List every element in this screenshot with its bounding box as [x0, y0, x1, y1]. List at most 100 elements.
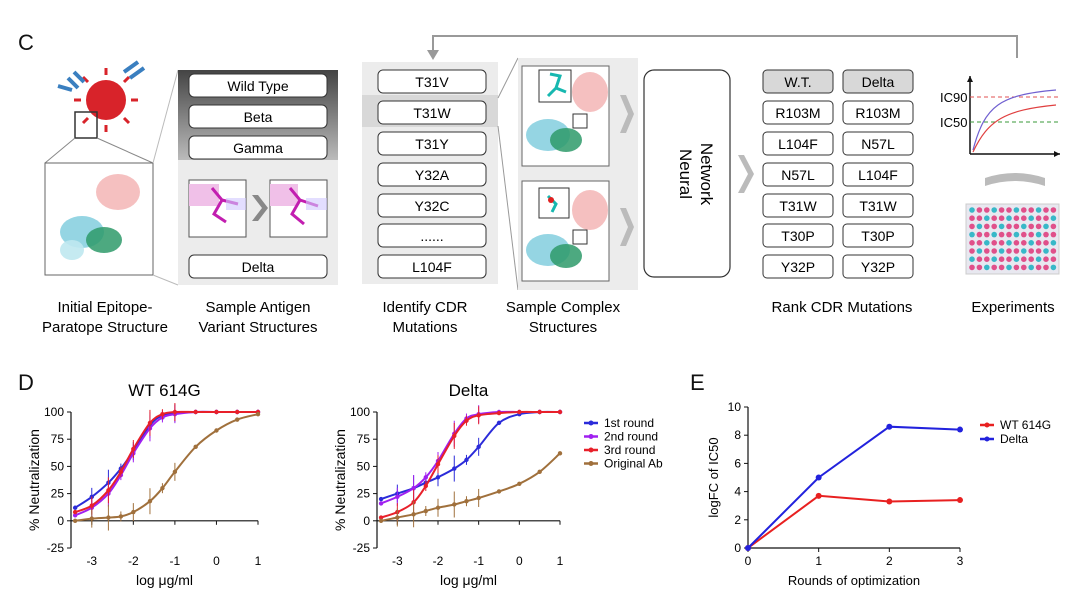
well	[1028, 207, 1034, 213]
ic50-label: IC50	[940, 115, 967, 130]
well	[1035, 223, 1042, 230]
legend-label: Delta	[1000, 432, 1028, 446]
y-tick-label: 50	[357, 459, 371, 473]
y-tick-label: 100	[350, 405, 370, 419]
x-tick-label: -1	[170, 554, 181, 568]
x-tick-label: 0	[745, 554, 752, 568]
well	[1050, 240, 1057, 246]
well	[969, 248, 975, 254]
data-point	[452, 502, 457, 507]
y-tick-label: 2	[734, 513, 741, 527]
data-point	[435, 505, 441, 510]
well	[1028, 264, 1034, 271]
zoom-line-variant-top	[152, 69, 179, 164]
well	[998, 248, 1005, 254]
caption-antigen-line1: Sample Antigen	[205, 299, 310, 316]
well	[984, 215, 990, 221]
variant-label: Gamma	[233, 140, 283, 156]
series-line	[74, 410, 258, 514]
rank-box	[762, 254, 834, 279]
well	[976, 215, 983, 221]
data-point	[435, 462, 441, 467]
data-point	[193, 409, 198, 415]
well	[1035, 256, 1042, 263]
well	[984, 248, 990, 254]
y-tick-label: 0	[363, 514, 370, 528]
well	[1013, 215, 1020, 221]
well	[1043, 248, 1049, 254]
well	[991, 240, 997, 246]
variant-label: Beta	[244, 109, 273, 125]
well	[998, 256, 1005, 263]
well	[1006, 240, 1012, 246]
data-point	[235, 417, 240, 422]
experiment-arrow	[985, 173, 1045, 186]
well	[1006, 207, 1012, 213]
rank-box	[762, 223, 834, 248]
rank-label: L104F	[778, 136, 818, 152]
data-point	[464, 418, 469, 423]
well	[1021, 223, 1027, 230]
well	[998, 215, 1005, 221]
rank-box	[842, 100, 914, 125]
rank-table: W.T. Delta R103M L104F N57L T31W T30P Y32P R103M…	[762, 69, 914, 279]
well	[1021, 215, 1027, 221]
chart-title: WT 614G	[128, 381, 200, 400]
caption-complex-line2: Structures	[529, 319, 597, 336]
x-tick-label: 1	[557, 554, 564, 568]
data-point	[214, 428, 219, 433]
well	[976, 240, 983, 246]
y-tick-label: 100	[44, 405, 64, 419]
data-point	[72, 509, 78, 515]
rank-header-box	[842, 69, 914, 94]
well	[1035, 215, 1042, 221]
y-tick-label: 50	[51, 459, 65, 473]
mutation-list: T31V T31W T31Y Y32A Y32C...... L104F	[377, 69, 487, 279]
y-tick-label: 25	[51, 487, 65, 501]
x-tick-label: -3	[392, 554, 403, 568]
data-point	[886, 498, 893, 505]
x-axis-title: log μg/ml	[440, 572, 497, 588]
data-point	[106, 515, 111, 520]
well	[984, 240, 990, 246]
rank-label: N57L	[781, 167, 815, 183]
data-point	[411, 485, 416, 491]
data-point	[815, 474, 822, 481]
data-point	[147, 420, 153, 426]
data-point	[193, 444, 198, 450]
well	[1043, 240, 1049, 246]
well	[1035, 240, 1042, 246]
rank-box	[842, 162, 914, 187]
well	[998, 223, 1005, 230]
complex-structure-bottom	[521, 180, 610, 282]
data-point	[957, 497, 963, 504]
y-tick-label: 0	[57, 514, 64, 528]
data-point	[886, 423, 893, 430]
rank-label: T30P	[861, 228, 894, 244]
well	[969, 215, 975, 221]
x-tick-label: 1	[255, 554, 262, 568]
data-point	[89, 516, 94, 521]
data-point	[464, 457, 469, 463]
well	[976, 248, 983, 254]
well	[1013, 231, 1020, 238]
well	[976, 223, 983, 230]
data-point	[815, 492, 822, 499]
well	[969, 264, 975, 271]
data-point	[435, 475, 441, 480]
well	[1028, 240, 1034, 246]
data-point	[557, 409, 563, 415]
rank-box	[762, 162, 834, 187]
well	[991, 248, 997, 254]
data-point	[476, 413, 481, 418]
well	[969, 256, 975, 263]
caption-initial-line1: Initial Epitope-	[57, 299, 152, 316]
mutation-label: Y32C	[414, 198, 449, 214]
mutation-box	[377, 193, 487, 218]
y-tick-label: 75	[357, 432, 371, 446]
complex-structure-top	[521, 65, 610, 167]
well	[998, 207, 1005, 213]
data-point	[557, 451, 563, 456]
rank-box	[842, 193, 914, 218]
data-point	[423, 483, 428, 489]
